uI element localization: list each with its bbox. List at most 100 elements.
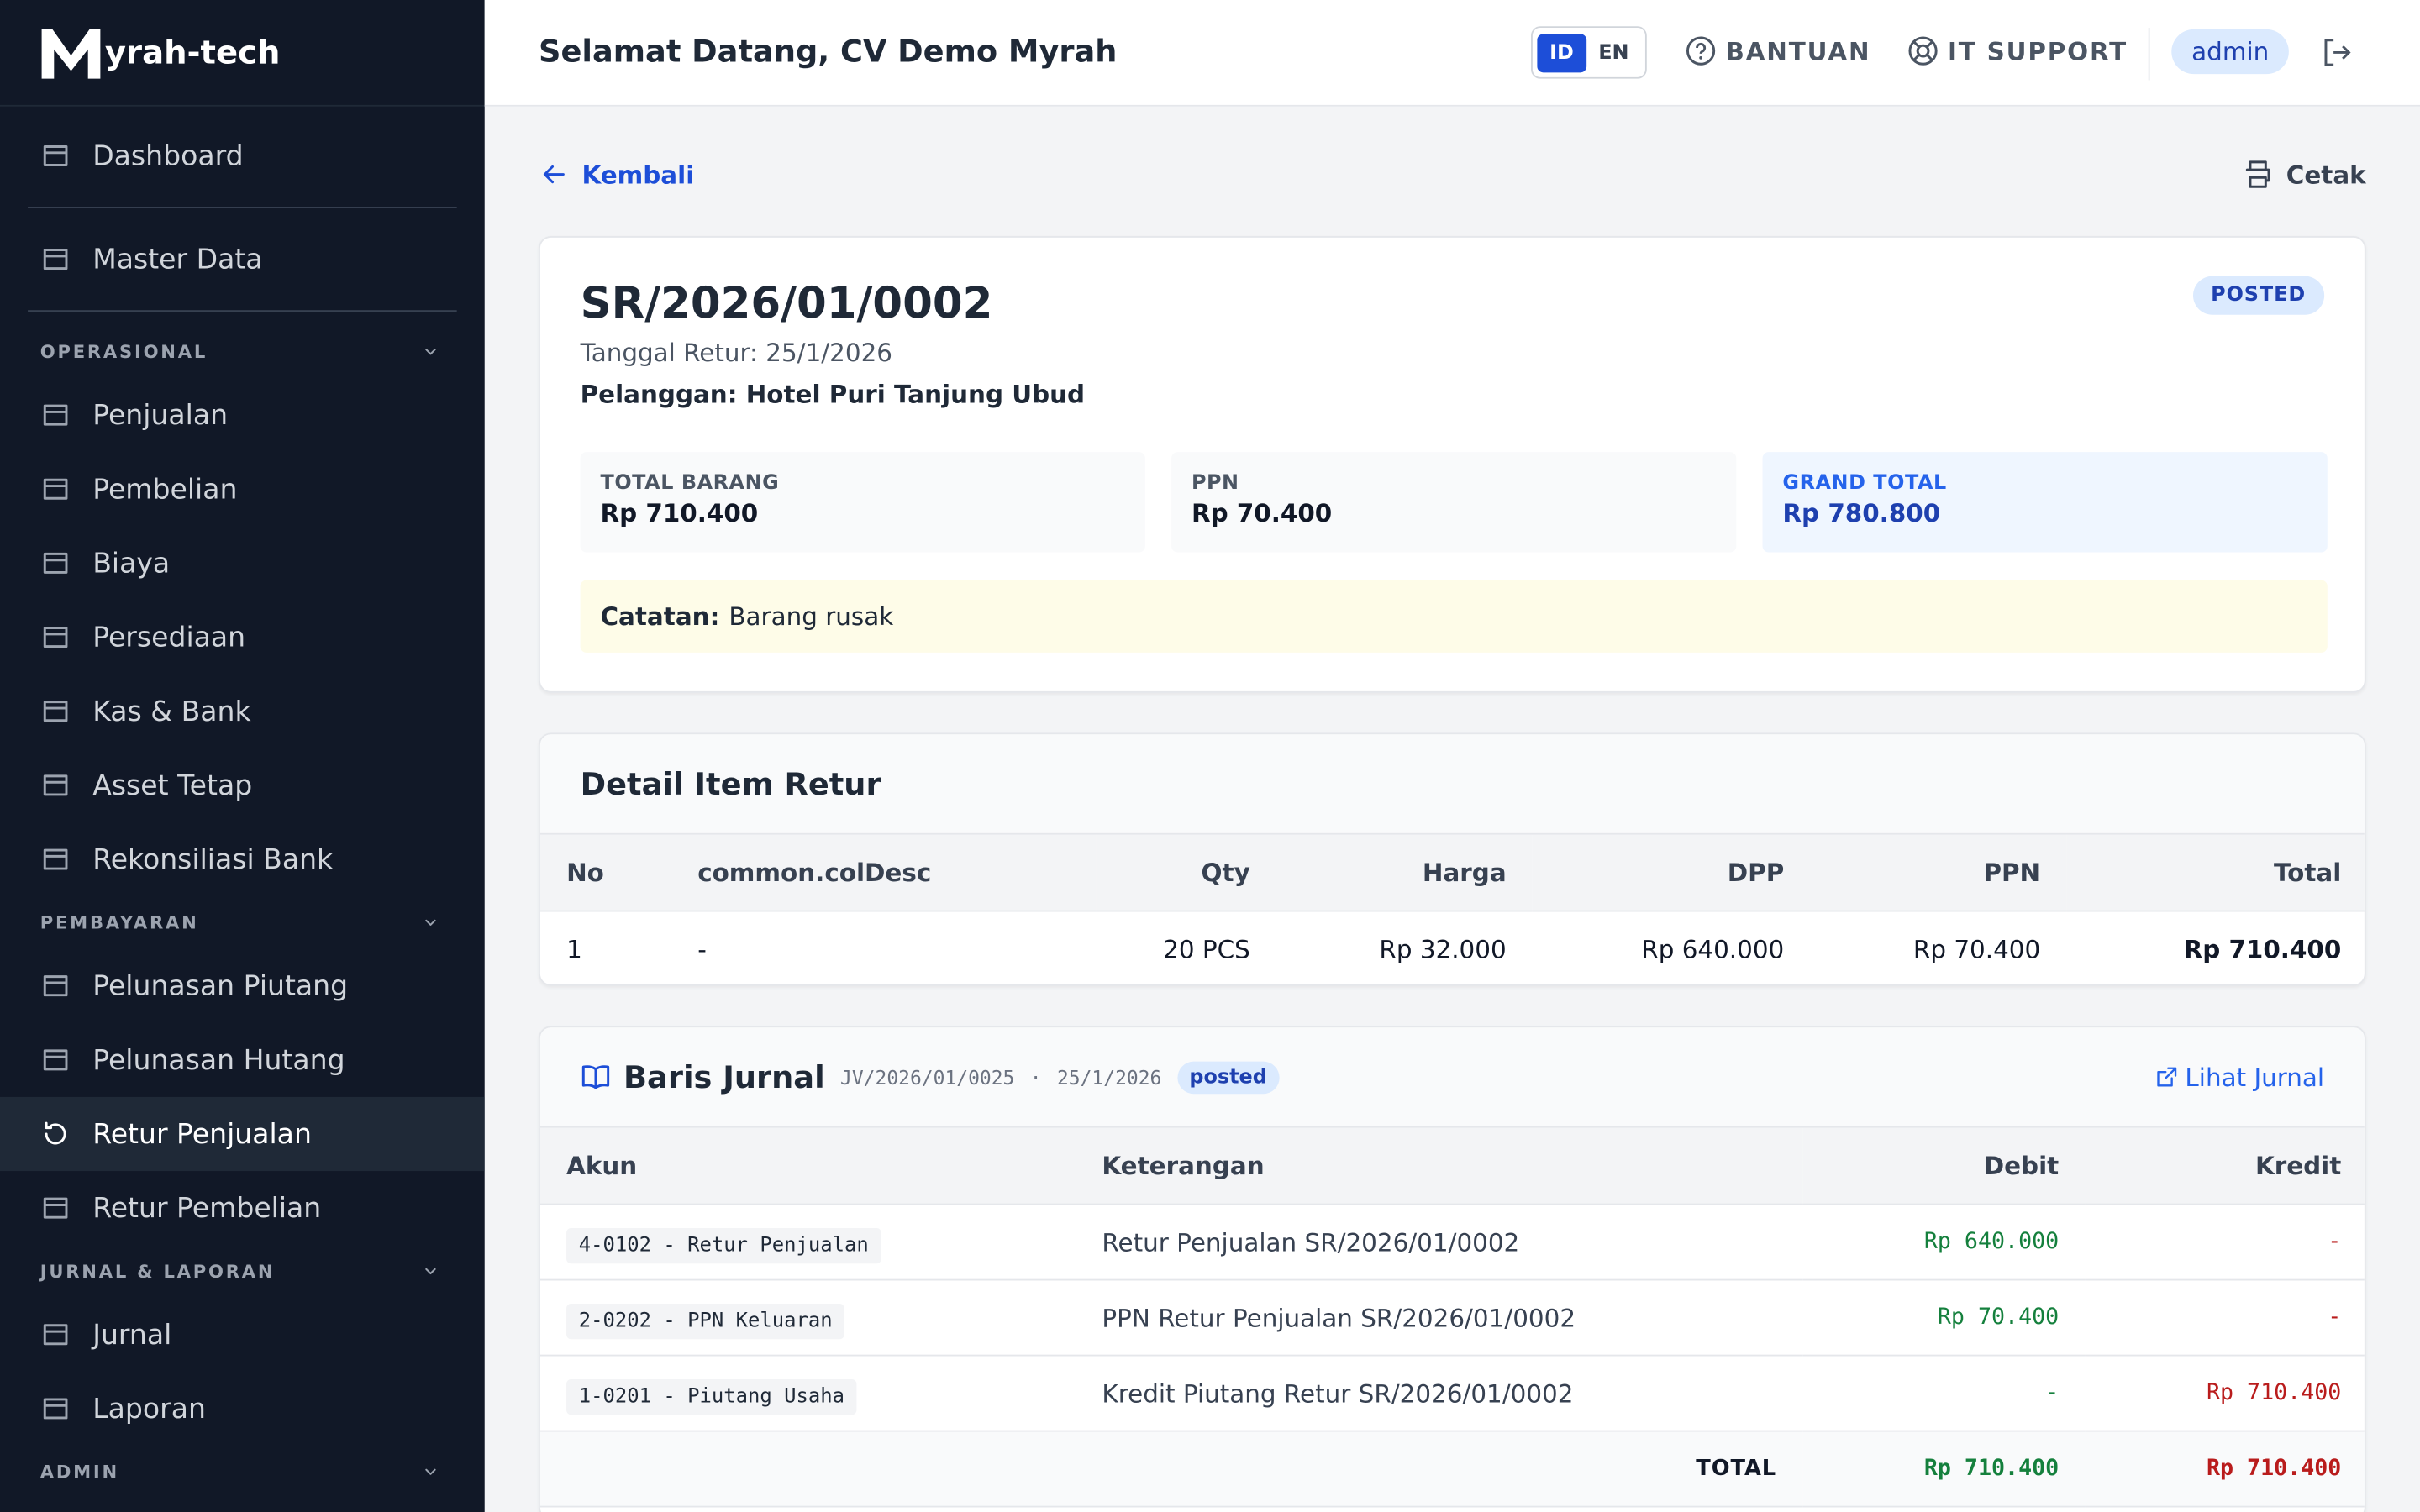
status-badge: POSTED (2192, 276, 2325, 315)
section-title: PEMBAYARAN (39, 911, 199, 934)
nav-item[interactable]: Pelunasan Piutang (0, 949, 485, 1023)
separator (2148, 28, 2150, 81)
summary-value: Rp 710.400 (600, 498, 759, 528)
icon (43, 848, 68, 870)
nav-item[interactable]: Laporan (0, 1372, 485, 1446)
topbar: Selamat Datang, CV Demo Myrah ID EN BANTU… (484, 0, 2420, 107)
column-header: DPP (1532, 834, 1811, 912)
cell: Rp 640.000 (1641, 934, 1785, 964)
journal-row: 1-0201 - Piutang Usaha Kredit Piutang Ret… (539, 1355, 2365, 1432)
icon (43, 1197, 68, 1219)
detail-card: Detail Item Retur No common.colDesc Qty Harg… (539, 732, 2366, 986)
nav-section[interactable]: JURNAL & LAPORAN (0, 1245, 485, 1297)
nav-item[interactable]: Retur Pembelian (0, 1171, 485, 1245)
nav-label: Retur Pembelian (92, 1191, 322, 1225)
icon (43, 478, 68, 500)
column-header: Harga (1276, 834, 1533, 912)
language-option[interactable]: EN (1598, 40, 1629, 65)
icon (43, 1324, 68, 1346)
journal-title: Baris Jurnal (623, 1058, 825, 1096)
back-link[interactable]: Kembali (539, 159, 694, 190)
nav-item[interactable]: Master Data (0, 222, 485, 296)
nav-item[interactable]: Biaya (0, 526, 485, 600)
summary-label: TOTAL BARANG (600, 472, 780, 496)
nav-label: Master Data (92, 243, 263, 276)
journal-table: Akun Keterangan Debit Kredit 4-0102 - Retur … (539, 1127, 2365, 1508)
separator: · (1029, 1065, 1042, 1089)
nav-section[interactable]: PEMBAYARAN (0, 896, 485, 948)
column-header: Qty (1096, 834, 1276, 912)
detail-row: 1 - 20 PCS Rp 32.000 Rp 640.000 Rp 70.400 Rp 7… (540, 911, 2365, 984)
nav-label: Pembelian (92, 472, 238, 506)
print-button[interactable]: Cetak (2243, 159, 2366, 190)
account-cell: 4-0102 - Retur Penjualan (539, 1204, 1076, 1281)
icon (43, 145, 68, 166)
nav-item[interactable]: Persediaan (0, 600, 485, 674)
return-date: Tanggal Retur: 25/1/2026 (580, 338, 892, 368)
nav-item[interactable]: Rekonsiliasi Bank (0, 822, 485, 896)
cell: - (697, 934, 707, 964)
divider (28, 207, 457, 208)
nav-item[interactable]: Pembelian (0, 452, 485, 526)
view-journal-link[interactable]: Lihat Jurnal (2154, 1062, 2325, 1092)
nav-label: Biaya (92, 547, 171, 580)
debit: Rp 70.400 (1802, 1279, 2086, 1357)
nav-item[interactable]: Asset Tetap (0, 748, 485, 822)
link-text: Lihat Jurnal (2185, 1062, 2325, 1092)
icon (425, 919, 436, 926)
column-header: PPN (1810, 834, 2067, 912)
language-option[interactable]: ID (1537, 33, 1586, 72)
nav-label: Dashboard (92, 139, 244, 172)
nav-section[interactable]: OPERASIONAL (0, 326, 485, 378)
help-text: BANTUAN (1725, 36, 1871, 66)
account-code: 2-0202 - PPN Keluaran (566, 1303, 845, 1339)
nav-item[interactable]: Pelunasan Hutang (0, 1023, 485, 1097)
note-label: Catatan: (600, 601, 720, 632)
detail-title: Detail Item Retur (580, 765, 881, 803)
logout-icon[interactable] (2321, 37, 2352, 68)
cell: Rp 70.400 (1912, 934, 2041, 964)
support-icon (1908, 36, 1938, 66)
icon (425, 1468, 436, 1475)
nav-item[interactable]: Retur Penjualan (0, 1096, 485, 1172)
journal-number: JV/2026/01/0025 (840, 1065, 1015, 1089)
user-badge[interactable]: admin (2171, 29, 2290, 75)
nav-label: Rekonsiliasi Bank (92, 843, 334, 876)
nav-section[interactable]: ADMIN (0, 1446, 485, 1498)
description: Retur Penjualan SR/2026/01/0002 (1076, 1204, 1803, 1281)
nav: Dashboard Master Data OPERASIONAL Penjualan… (0, 107, 485, 1499)
icon (43, 404, 68, 426)
column-header: Akun (539, 1127, 1076, 1205)
icon (2246, 160, 2271, 188)
support-link[interactable]: IT SUPPORT (1907, 35, 2128, 66)
back-text: Kembali (581, 160, 695, 189)
icon (43, 627, 68, 648)
column-header: Debit (1802, 1127, 2086, 1205)
summary-value: Rp 780.800 (1782, 498, 1941, 528)
icon (43, 774, 68, 796)
total-credit: Rp 710.400 (2085, 1431, 2365, 1508)
nav-item[interactable]: Dashboard (0, 118, 485, 192)
nav-item[interactable]: Penjualan (0, 378, 485, 452)
detail-header: Detail Item Retur (539, 734, 2365, 835)
help-link[interactable]: BANTUAN (1686, 35, 1871, 66)
credit: Rp 710.400 (2085, 1355, 2365, 1432)
section-title: ADMIN (39, 1461, 119, 1483)
debit: - (1802, 1355, 2086, 1432)
credit: - (2085, 1279, 2365, 1357)
nav-label: Laporan (92, 1392, 206, 1425)
nav-item[interactable]: Kas & Bank (0, 675, 485, 748)
total-row: TOTAL Rp 710.400 Rp 710.400 (539, 1431, 2365, 1508)
total-debit: Rp 710.400 (1802, 1431, 2086, 1508)
account-cell: 1-0201 - Piutang Usaha (539, 1355, 1076, 1432)
return-number: SR/2026/01/0002 (580, 277, 993, 329)
journal-row: 2-0202 - PPN Keluaran PPN Retur Penjualan… (539, 1279, 2365, 1357)
icon (2156, 1067, 2176, 1087)
icon (43, 1398, 68, 1420)
nav-item[interactable]: Jurnal (0, 1298, 485, 1372)
nav-label: Persediaan (92, 621, 246, 654)
logo[interactable]: yrah-tech (0, 0, 485, 107)
journal-date: 25/1/2026 (1056, 1065, 1162, 1089)
divider (28, 310, 457, 312)
